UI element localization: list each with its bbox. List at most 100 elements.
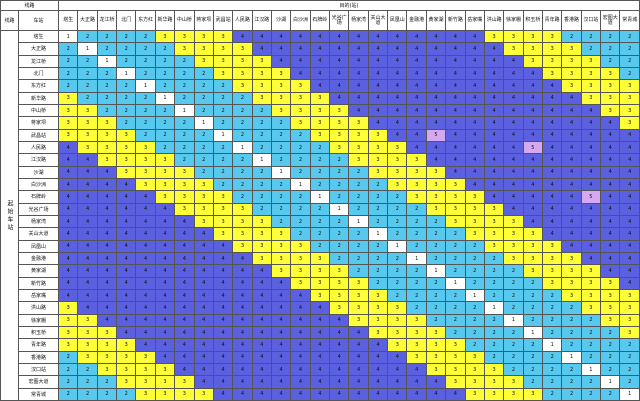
fare-cell: 4 (425, 140, 447, 155)
fare-cell: 3 (561, 288, 582, 303)
fare-cell: 4 (367, 338, 389, 352)
fare-cell: 4 (96, 264, 118, 278)
fare-cell: 2 (367, 276, 389, 290)
fare-cell: 3 (619, 116, 640, 130)
fare-cell: 1 (309, 190, 331, 204)
fare-cell: 3 (77, 338, 98, 352)
fare-cell: 2 (387, 202, 408, 216)
fare-cell: 2 (58, 42, 79, 56)
fare-cell: 4 (212, 338, 234, 352)
fare-cell: 3 (464, 190, 485, 204)
fare-cell: 2 (251, 165, 272, 179)
fare-cell: 4 (135, 325, 156, 340)
fare-cell: 2 (406, 214, 427, 229)
column-station: 新竹路 (445, 10, 466, 31)
row-station: 光谷广场 (17, 202, 60, 216)
fare-cell: 3 (522, 42, 544, 56)
fare-cell: 2 (445, 251, 466, 266)
fare-cell: 2 (522, 301, 544, 315)
fare-cell: 4 (483, 42, 505, 56)
column-station: 洪山路 (483, 10, 505, 31)
fare-cell: 4 (96, 251, 118, 266)
fare-cell: 2 (96, 91, 118, 105)
fare-cell: 4 (154, 313, 176, 327)
fare-cell: 3 (174, 375, 195, 389)
fare-cell: 2 (561, 29, 582, 44)
fare-cell: 2 (348, 227, 369, 241)
fare-cell: 4 (580, 140, 602, 155)
fare-cell: 4 (503, 128, 524, 142)
fare-cell: 3 (348, 153, 369, 167)
fare-cell: 2 (348, 190, 369, 204)
fare-cell: 4 (503, 66, 524, 81)
fare-cell: 1 (541, 338, 563, 352)
fare-cell: 3 (406, 165, 427, 179)
fare-cell: 3 (483, 202, 505, 216)
fare-cell: 4 (600, 202, 621, 216)
fare-cell: 3 (290, 276, 311, 290)
fare-cell: 3 (154, 375, 176, 389)
fare-cell: 4 (541, 214, 563, 229)
fare-cell: 1 (212, 128, 234, 142)
fare-cell: 2 (174, 54, 195, 68)
fare-cell: 4 (154, 214, 176, 229)
fare-cell: 3 (154, 190, 176, 204)
fare-cell: 4 (561, 103, 582, 118)
fare-cell: 4 (116, 264, 137, 278)
fare-cell: 3 (445, 375, 466, 389)
fare-cell: 1 (600, 375, 621, 389)
column-station: 汉口站 (580, 10, 602, 31)
fare-cell: 3 (58, 301, 79, 315)
fare-cell: 3 (96, 140, 118, 155)
fare-cell: 2 (96, 66, 118, 81)
fare-cell: 4 (251, 301, 272, 315)
fare-cell: 2 (580, 338, 602, 352)
fare-cell: 4 (483, 140, 505, 155)
fare-cell: 4 (135, 214, 156, 229)
row-station: 大正路 (17, 42, 60, 56)
fare-cell: 4 (445, 165, 466, 179)
fare-cell: 2 (290, 190, 311, 204)
fare-cell: 2 (483, 325, 505, 340)
fare-cell: 4 (96, 214, 118, 229)
fare-cell: 2 (600, 362, 621, 377)
fare-cell: 4 (251, 350, 272, 364)
fare-cell: 4 (503, 103, 524, 118)
fare-cell: 2 (193, 79, 214, 93)
fare-cell: 2 (270, 214, 292, 229)
fare-cell: 4 (619, 153, 640, 167)
fare-cell: 1 (290, 177, 311, 192)
fare-cell: 2 (580, 350, 602, 364)
fare-cell: 4 (445, 103, 466, 118)
fare-cell: 2 (464, 325, 485, 340)
fare-cell: 2 (290, 165, 311, 179)
fare-cell: 4 (483, 79, 505, 93)
fare-cell: 2 (193, 91, 214, 105)
fare-cell: 4 (135, 251, 156, 266)
fare-cell: 4 (367, 362, 389, 377)
fare-cell: 3 (116, 375, 137, 389)
fare-cell: 3 (77, 313, 98, 327)
fare-cell: 3 (483, 387, 505, 401)
fare-cell: 2 (483, 264, 505, 278)
fare-cell: 4 (193, 362, 214, 377)
fare-cell: 2 (522, 375, 544, 389)
fare-cell: 4 (174, 239, 195, 253)
fare-cell: 3 (483, 227, 505, 241)
fare-cell: 4 (309, 313, 331, 327)
fare-cell: 4 (387, 54, 408, 68)
fare-cell: 4 (135, 190, 156, 204)
fare-cell: 1 (193, 116, 214, 130)
fare-cell: 2 (116, 79, 137, 93)
fare-cell: 4 (116, 177, 137, 192)
fare-cell: 4 (503, 79, 524, 93)
fare-cell: 3 (193, 42, 214, 56)
fare-cell: 4 (290, 350, 311, 364)
fare-cell: 2 (96, 79, 118, 93)
fare-cell: 4 (77, 153, 98, 167)
fare-cell: 4 (174, 301, 195, 315)
fare-cell: 4 (174, 313, 195, 327)
fare-cell: 2 (464, 276, 485, 290)
fare-cell: 2 (232, 116, 253, 130)
